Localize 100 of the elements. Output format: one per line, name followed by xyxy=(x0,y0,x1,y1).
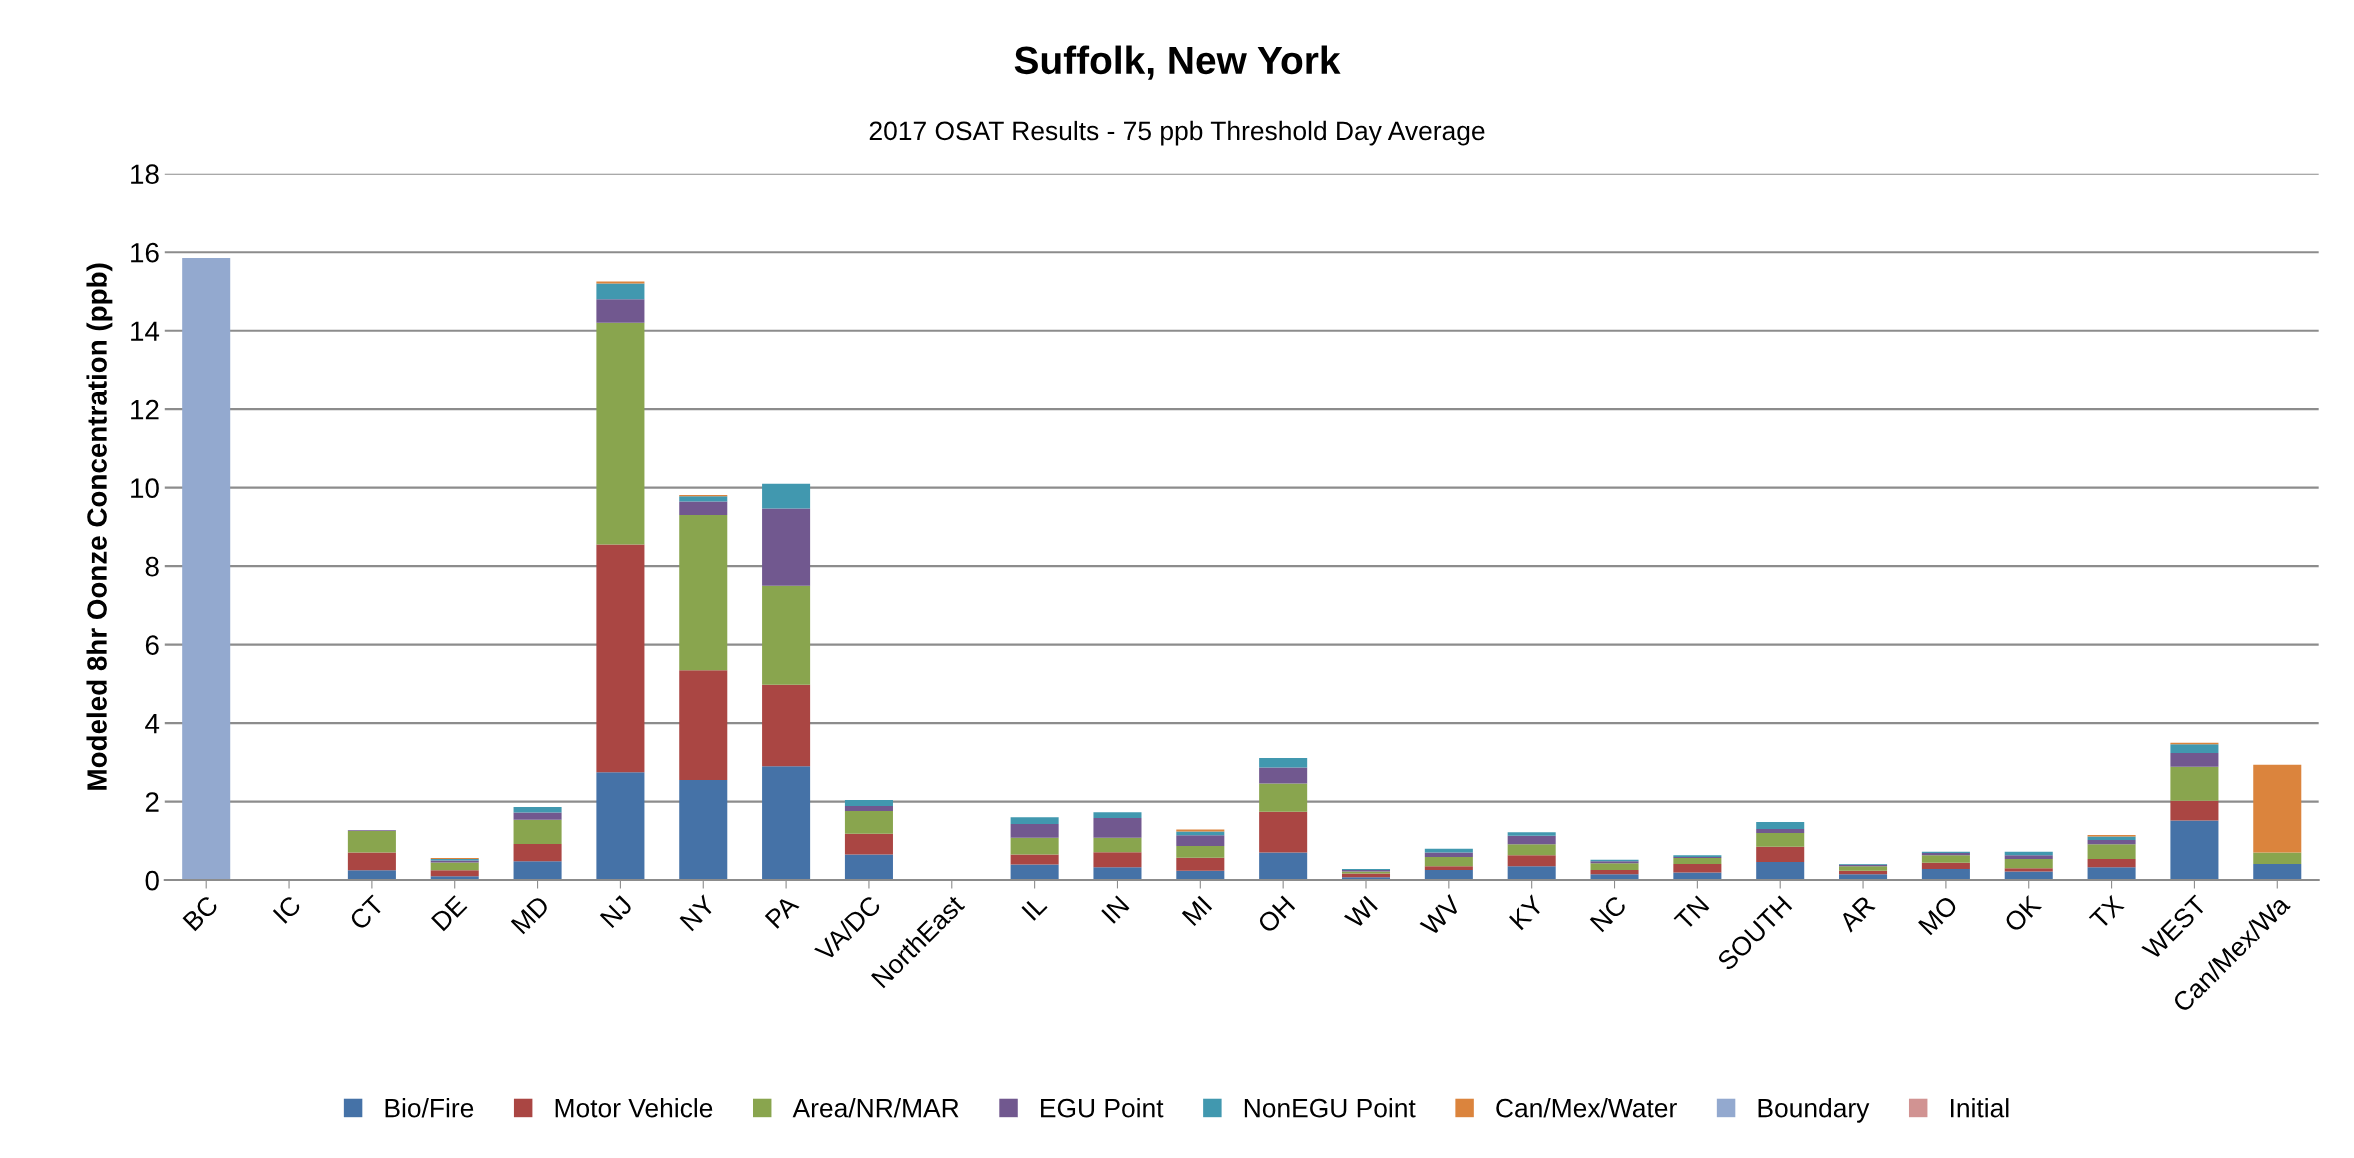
legend-label: Motor Vehicle xyxy=(555,1098,713,1118)
bar xyxy=(1507,844,1556,856)
x-tick-label: AR xyxy=(1837,894,1876,933)
legend-label: NonEGU Point xyxy=(1244,1098,1416,1118)
bar xyxy=(679,496,728,502)
bar xyxy=(844,854,893,881)
bar xyxy=(1176,857,1225,871)
bar xyxy=(1424,866,1473,870)
x-tick-label: CT xyxy=(348,894,386,931)
bar xyxy=(1756,822,1805,830)
bar xyxy=(596,283,645,300)
x-tick-label: NJ xyxy=(599,895,633,929)
bar xyxy=(1259,783,1308,812)
y-tick-label: 2 xyxy=(145,792,159,812)
bar xyxy=(2004,855,2053,859)
y-tick-label: 0 xyxy=(145,870,159,891)
bar xyxy=(1507,866,1556,881)
x-tick-label: WI xyxy=(1343,895,1378,930)
bar xyxy=(1010,817,1059,824)
bar xyxy=(1756,832,1805,847)
bar xyxy=(1259,852,1308,881)
bar xyxy=(1507,855,1556,867)
x-tick-label: MO xyxy=(1917,894,1959,936)
bar xyxy=(1424,856,1473,867)
legend-label: Initial xyxy=(1950,1098,2009,1118)
bar xyxy=(513,861,562,881)
bar xyxy=(2170,800,2219,821)
bar xyxy=(844,805,893,812)
legend-label: Bio/Fire xyxy=(385,1098,474,1118)
x-tick-label: TX xyxy=(2088,894,2125,931)
bar xyxy=(762,585,811,685)
bar xyxy=(430,870,479,877)
bar xyxy=(1176,845,1225,858)
legend-label: Boundary xyxy=(1758,1098,1870,1123)
bar xyxy=(1756,862,1805,881)
bar xyxy=(1259,758,1308,768)
bar xyxy=(347,870,396,881)
y-tick-label: 18 xyxy=(131,164,159,185)
bar xyxy=(182,258,231,881)
x-tick-label: IN xyxy=(1101,895,1130,924)
x-tick-label: OK xyxy=(2003,893,2043,934)
bar xyxy=(1259,811,1308,853)
bar xyxy=(2004,871,2053,881)
bar xyxy=(1921,862,1970,870)
bar xyxy=(1507,835,1556,845)
bar xyxy=(1673,858,1722,864)
bar xyxy=(513,812,562,820)
bar xyxy=(762,508,811,586)
bar xyxy=(347,831,396,853)
x-tick-label: WV xyxy=(1419,894,1463,937)
x-tick-label: IL xyxy=(1021,894,1048,921)
legend-label: EGU Point xyxy=(1041,1098,1164,1118)
y-tick-label: 12 xyxy=(131,399,159,420)
y-tick-label: 16 xyxy=(131,242,159,263)
bar xyxy=(1590,863,1639,870)
bar xyxy=(1010,823,1059,838)
bar xyxy=(2087,844,2136,859)
bar xyxy=(1093,818,1142,838)
bar xyxy=(2004,868,2053,872)
bar xyxy=(762,684,811,767)
bar xyxy=(1921,869,1970,881)
chart-title: Suffolk, New York xyxy=(1014,45,1341,80)
bar xyxy=(596,322,645,545)
bar xyxy=(1756,829,1805,833)
bar xyxy=(2170,744,2219,753)
bar xyxy=(844,800,893,806)
bar xyxy=(1010,864,1059,881)
bar xyxy=(2004,858,2053,869)
chart-subtitle: 2017 OSAT Results - 75 ppb Threshold Day Average xyxy=(869,120,1485,146)
y-tick-label: 10 xyxy=(131,478,159,498)
bar xyxy=(1507,832,1556,836)
bar xyxy=(844,811,893,834)
bar xyxy=(1921,855,1970,863)
legend-label: Can/Mex/Water xyxy=(1496,1098,1677,1118)
bar xyxy=(1424,848,1473,853)
bar xyxy=(762,766,811,881)
bar xyxy=(2087,867,2136,881)
bar xyxy=(1093,867,1142,881)
bar xyxy=(2253,863,2302,881)
bar xyxy=(1259,767,1308,784)
bar xyxy=(1010,854,1059,865)
bar xyxy=(2170,766,2219,801)
bar xyxy=(762,483,811,509)
bar xyxy=(1839,866,1888,871)
bar xyxy=(2170,820,2219,881)
y-tick-label: 14 xyxy=(131,321,160,341)
bar xyxy=(2087,840,2136,845)
bar xyxy=(513,807,562,813)
y-tick-label: 8 xyxy=(145,556,159,577)
x-tick-label: MD xyxy=(510,894,551,935)
x-tick-label: NC xyxy=(1589,894,1628,933)
legend-label: Area/NR/MAR xyxy=(792,1098,959,1118)
bar xyxy=(1673,863,1722,873)
bar xyxy=(1341,873,1391,878)
x-tick-label: KY xyxy=(1509,894,1545,931)
bar xyxy=(596,299,645,323)
bar xyxy=(1176,831,1225,836)
bar xyxy=(596,544,645,773)
x-tick-label: DE xyxy=(431,894,468,932)
x-tick-label: TN xyxy=(1673,895,1710,932)
